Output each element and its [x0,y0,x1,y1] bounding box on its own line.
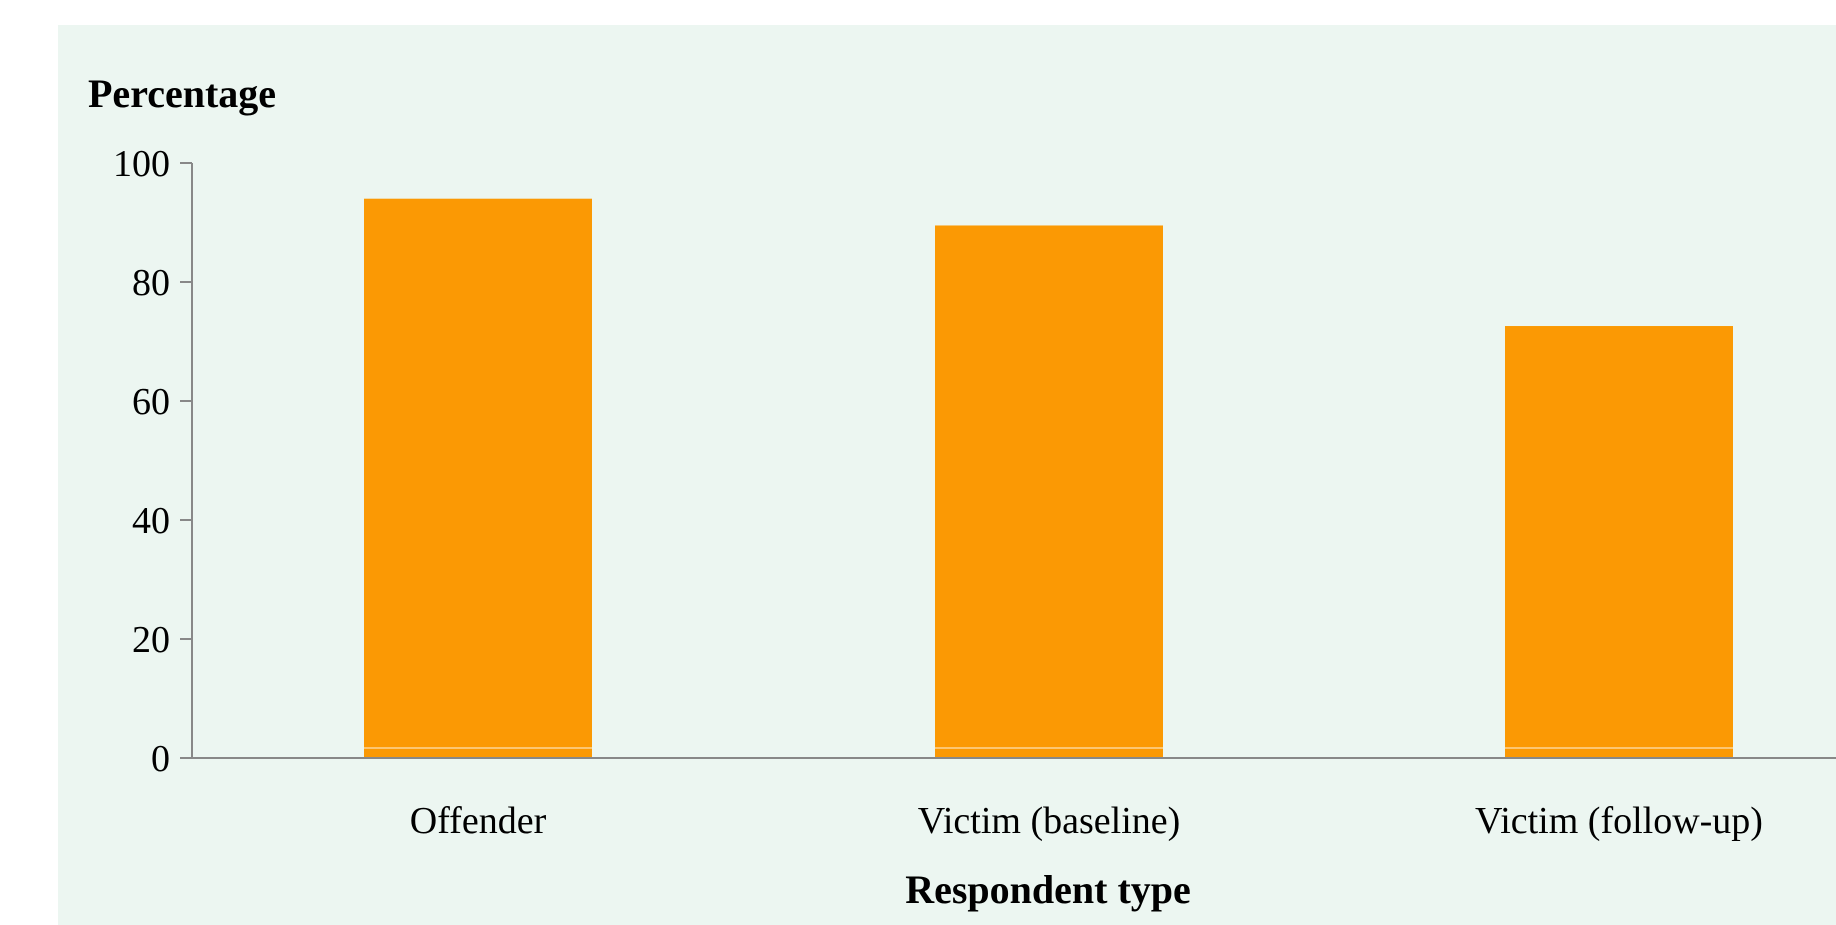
x-tick-label: Victim (follow-up) [1475,800,1763,842]
bar [1505,326,1733,758]
y-tick-label: 100 [113,143,170,185]
y-axis-label: Percentage [88,71,276,116]
bars-group [364,198,1733,759]
y-tick-label: 20 [132,619,170,661]
bar [364,198,592,758]
x-axis: Offender Victim (baseline) Victim (follow-… [192,757,1836,842]
chart-panel: Percentage 0 20 40 60 80 100 Offender Victim (… [58,25,1836,925]
bar-chart: Percentage 0 20 40 60 80 100 Offender Victim (… [88,71,1836,912]
x-tick-label: Offender [410,800,547,842]
y-tick-label: 0 [151,738,170,780]
y-tick-label: 60 [132,381,170,423]
y-axis: 0 20 40 60 80 100 [113,143,193,780]
y-tick-label: 40 [132,500,170,542]
bar [935,225,1163,759]
x-tick-label: Victim (baseline) [918,800,1181,842]
x-axis-label: Respondent type [905,867,1191,912]
y-tick-label: 80 [132,262,170,304]
